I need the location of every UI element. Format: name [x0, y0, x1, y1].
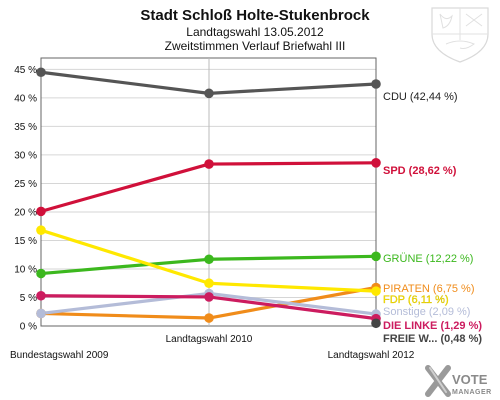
series-end-label: Sonstige (2,09 %)	[383, 306, 470, 318]
y-tick-label: 30 %	[14, 150, 37, 161]
series-end-label: FREIE W... (0,48 %)	[383, 333, 482, 345]
y-tick-label: 45 %	[14, 65, 37, 76]
series-end-label: FDP (6,11 %)	[383, 294, 449, 306]
data-point	[371, 79, 381, 89]
data-point	[204, 159, 214, 169]
votemanager-logo: VOTE MANAGER	[425, 365, 492, 397]
y-tick-label: 35 %	[14, 122, 37, 133]
series-end-label: DIE LINKE (1,29 %)	[383, 320, 482, 332]
x-tick-label: Landtagswahl 2010	[166, 334, 253, 345]
data-point	[204, 313, 214, 323]
data-point	[36, 225, 46, 236]
data-point	[36, 268, 46, 279]
data-point	[371, 286, 381, 296]
series-end-label: PIRATEN (6,75 %)	[383, 283, 475, 295]
y-tick-label: 25 %	[14, 179, 37, 190]
x-tick-label: Bundestagswahl 2009	[10, 350, 109, 361]
y-tick-label: 5 %	[20, 293, 37, 304]
series-end-label: SPD (28,62 %)	[383, 165, 457, 177]
series-end-label: CDU (42,44 %)	[383, 91, 458, 103]
data-point	[36, 67, 46, 78]
data-point	[36, 290, 46, 301]
chart-subtitle-date: Landtagswahl 13.05.2012	[186, 25, 324, 39]
brand-manager: MANAGER	[452, 389, 492, 396]
x-tick-label: Landtagswahl 2012	[328, 350, 415, 361]
data-point	[204, 88, 214, 99]
chart-title: Stadt Schloß Holte-Stukenbrock	[140, 7, 370, 24]
chart-subtitle-description: Zweitstimmen Verlauf Briefwahl III	[165, 39, 346, 53]
y-tick-label: 10 %	[14, 264, 37, 275]
data-point	[204, 292, 214, 302]
data-point	[36, 206, 46, 217]
data-point	[371, 158, 381, 168]
x-mark-icon	[425, 365, 451, 397]
data-point	[204, 278, 214, 289]
data-point	[371, 251, 381, 262]
plot-area: 0 % 5 % 10 % 15 % 20 % 25 % 30 % 35 % 40 % 45 % Bu…	[10, 57, 482, 361]
y-tick-label: 0 %	[20, 322, 37, 333]
y-tick-label: 15 %	[14, 236, 37, 247]
nrw-coat-of-arms-icon	[431, 7, 489, 63]
data-point	[36, 308, 46, 319]
y-tick-label: 40 %	[14, 93, 37, 104]
y-tick-label: 20 %	[14, 207, 37, 218]
data-point	[371, 318, 381, 329]
brand-vote: VOTE	[452, 372, 488, 387]
data-point	[204, 254, 214, 265]
series-end-label: GRÜNE (12,22 %)	[383, 253, 473, 265]
